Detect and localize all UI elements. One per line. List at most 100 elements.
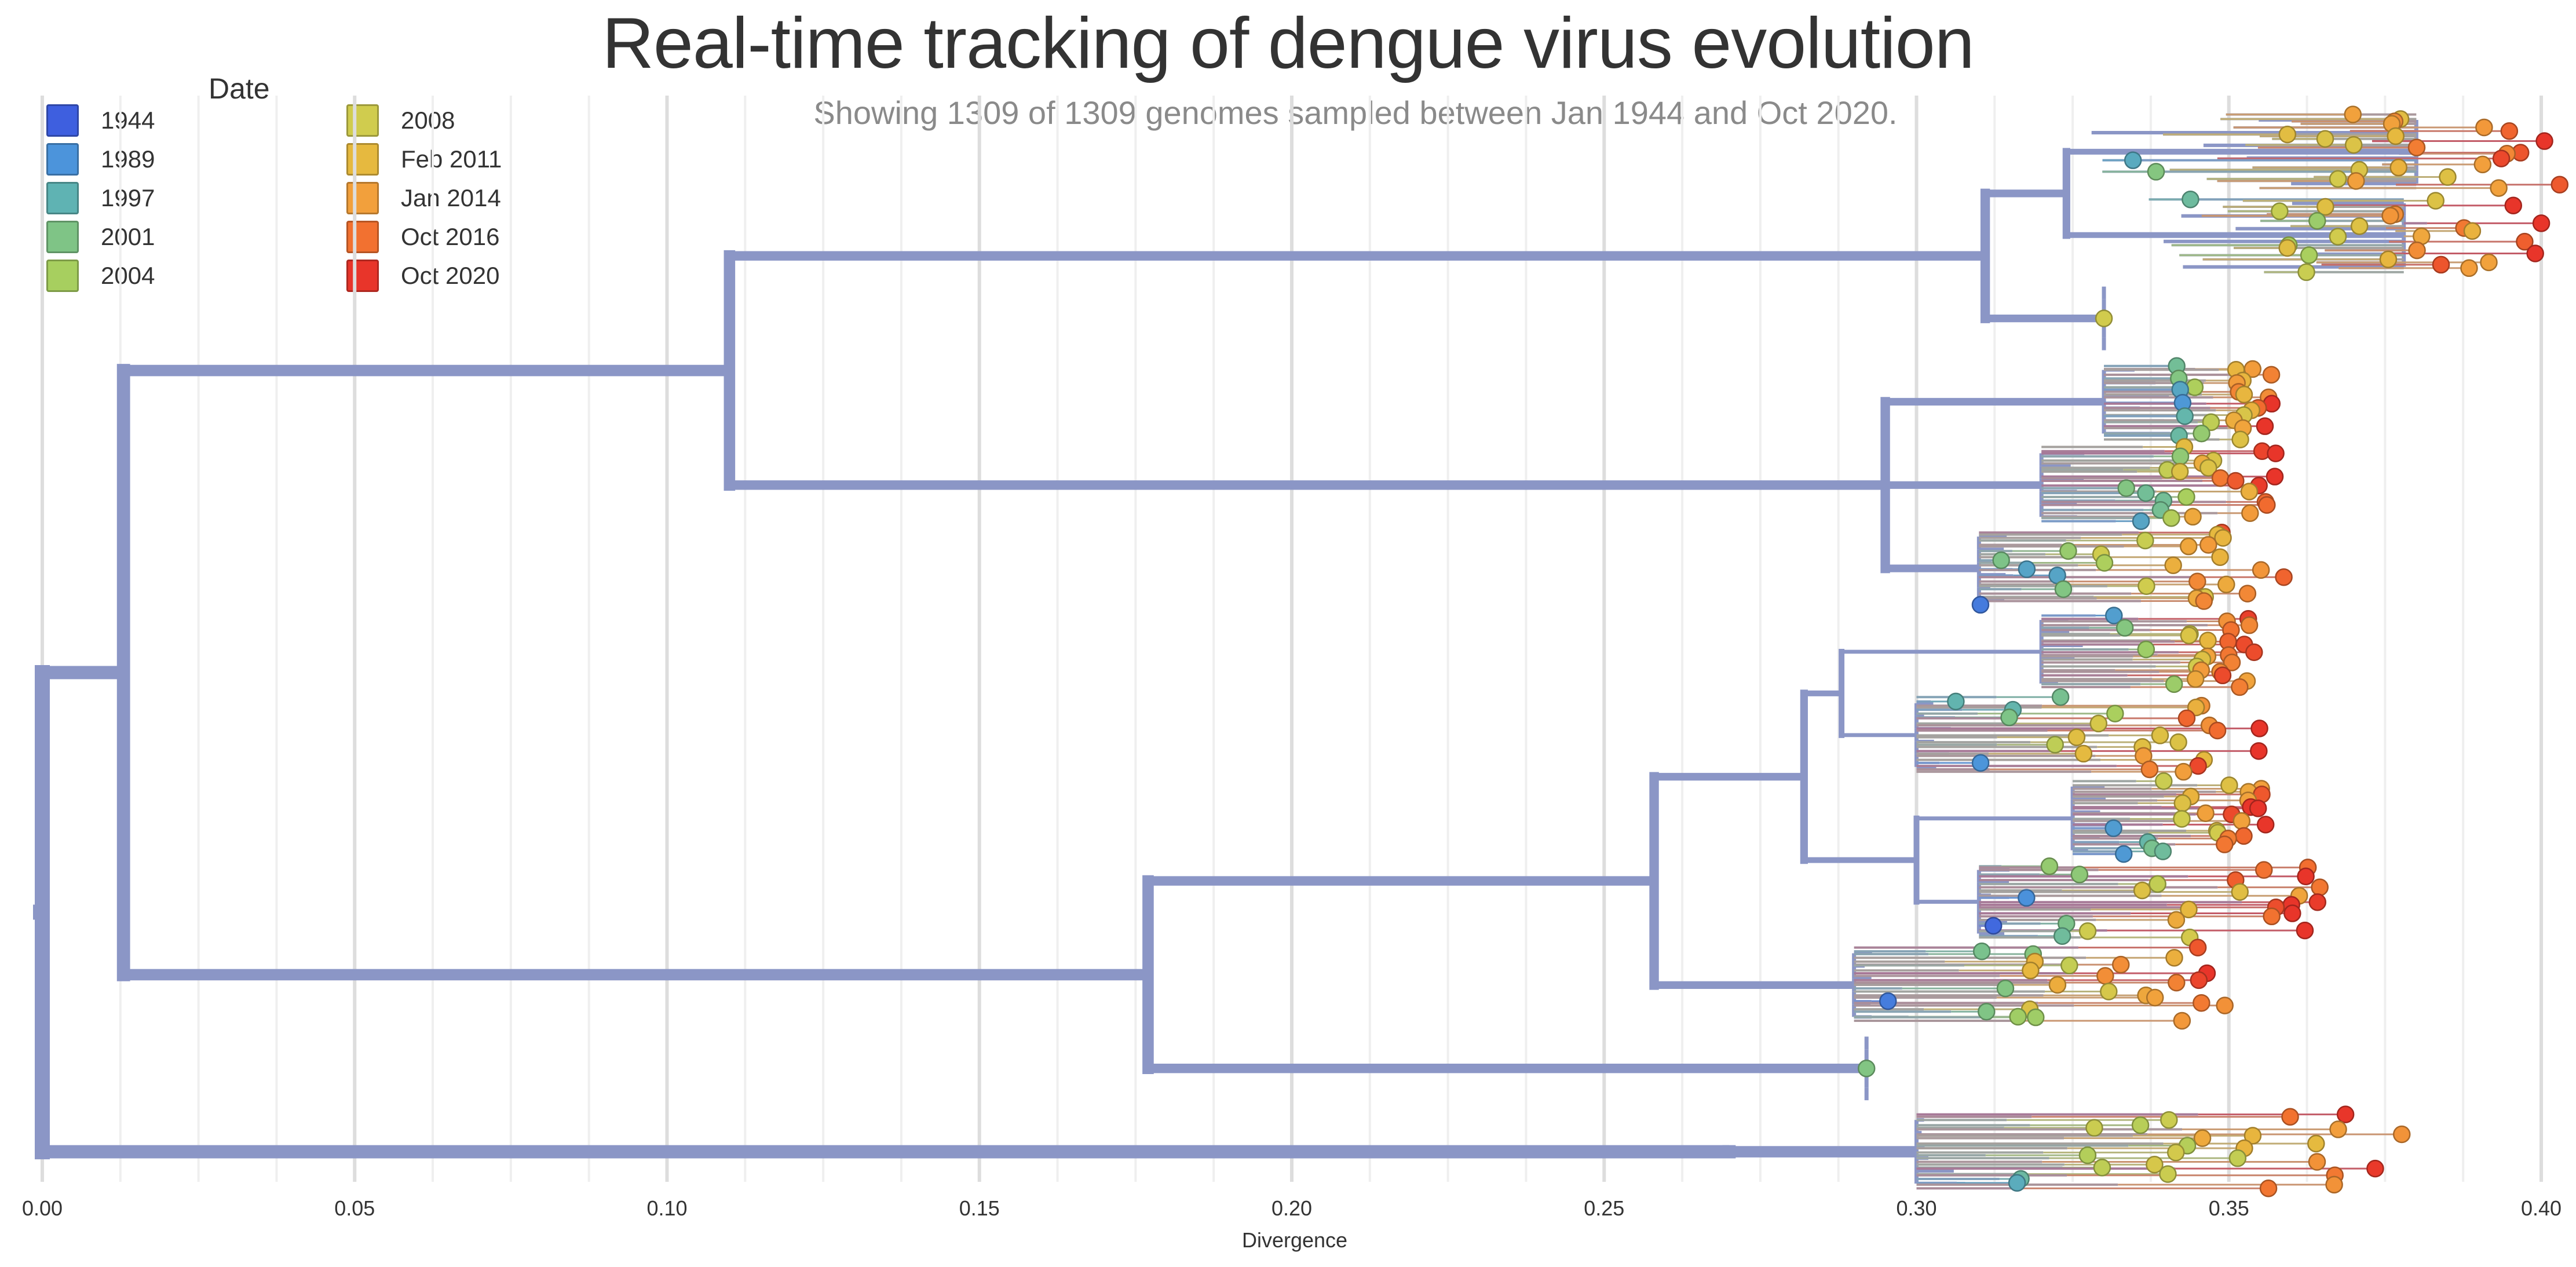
legend-swatch: [346, 260, 379, 292]
genome-tip: [2179, 537, 2198, 556]
genome-tip: [2171, 447, 2190, 465]
genome-tip: [2329, 170, 2347, 188]
genome-tip: [2535, 132, 2553, 150]
genome-tip: [2199, 459, 2217, 477]
genome-tip: [2249, 799, 2267, 817]
genome-tip: [2532, 214, 2551, 232]
legend-swatch: [46, 260, 79, 292]
genome-tip: [2137, 577, 2155, 595]
legend-swatch: [346, 182, 379, 214]
genome-tip: [2480, 253, 2498, 272]
genome-tip: [2220, 776, 2238, 794]
legend-swatch: [346, 143, 379, 176]
genome-tip: [2177, 488, 2195, 506]
genome-tip: [2022, 961, 2040, 980]
genome-tip: [2146, 1156, 2164, 1174]
genome-tip: [2256, 816, 2275, 834]
genome-tip: [2095, 309, 2113, 327]
date-legend: Date 1944 1989 1997 2001 2004 2008 Feb 2011 Jan…: [46, 68, 545, 312]
branch-layer: [33, 113, 2560, 1190]
genome-tip: [2199, 536, 2217, 554]
legend-swatch: [346, 104, 379, 137]
genome-tip: [2278, 125, 2297, 144]
genome-tip: [2389, 158, 2407, 177]
genome-tip: [2105, 607, 2123, 625]
genome-tip: [2275, 568, 2293, 586]
legend-label: 1944: [101, 107, 155, 134]
genome-tip: [2316, 198, 2334, 216]
genome-tip: [2231, 883, 2249, 901]
legend-label: 1989: [101, 145, 155, 173]
legend-swatch: [46, 104, 79, 137]
legend-swatch: [46, 182, 79, 214]
genome-tip: [2167, 911, 2186, 929]
genome-tip: [1978, 1003, 1996, 1021]
genome-tip: [2078, 1146, 2097, 1164]
genome-tip: [2059, 542, 2077, 560]
grid-layer: [41, 96, 2543, 1182]
genome-tip: [2296, 921, 2314, 940]
genome-tip: [2490, 179, 2508, 197]
x-axis-ticks: 0.00 0.05 0.10 0.15 0.20 0.25 0.30 0.35 0.40: [22, 1196, 2562, 1220]
genome-tip: [2278, 239, 2296, 257]
x-tick-label: 0.30: [1896, 1196, 1936, 1220]
genome-tip: [2381, 207, 2399, 225]
genome-tip: [2392, 1125, 2411, 1144]
genome-tip: [2231, 430, 2249, 448]
tip-layer: [1857, 105, 2569, 1197]
genome-tip: [2053, 927, 2071, 945]
genome-tip: [2193, 994, 2210, 1012]
genome-tip: [2211, 469, 2230, 487]
genome-tip: [2245, 643, 2263, 662]
legend-label: Jan 2014: [401, 184, 501, 211]
legend-swatch: [46, 221, 79, 253]
genome-tip: [2347, 172, 2365, 190]
genome-tip: [2329, 1120, 2347, 1138]
genome-tip: [2216, 996, 2234, 1014]
genome-tip: [2155, 772, 2173, 790]
genome-tip: [2408, 241, 2426, 260]
genome-tip: [2308, 893, 2326, 911]
genome-tip: [2460, 259, 2478, 278]
genome-tip: [2336, 1105, 2355, 1123]
genome-tip: [2387, 127, 2405, 145]
x-tick-label: 0.40: [2521, 1196, 2562, 1220]
genome-tip: [2095, 554, 2114, 572]
genome-tip: [2169, 733, 2187, 751]
legend-label: 1997: [101, 184, 155, 211]
genome-tip: [2329, 228, 2347, 246]
genome-tip: [2111, 955, 2130, 974]
genome-tip: [2258, 496, 2276, 514]
legend-swatch: [346, 221, 379, 253]
genome-tip: [2104, 819, 2122, 837]
genome-tip: [2283, 904, 2301, 922]
genome-tip: [2308, 1153, 2326, 1171]
genome-tip: [2227, 472, 2245, 490]
genome-tip: [2100, 983, 2118, 1001]
genome-tip: [1984, 917, 2003, 935]
genome-tip: [2379, 250, 2398, 268]
genome-tip: [2151, 726, 2169, 744]
genome-tip: [1857, 1059, 1876, 1078]
genome-tip: [2344, 105, 2362, 123]
genome-tip: [2240, 483, 2259, 501]
genome-tip: [2164, 556, 2182, 575]
genome-tip: [2117, 479, 2135, 497]
legend-label: 2004: [101, 262, 155, 289]
genome-tip: [2089, 714, 2107, 733]
genome-tip: [2096, 967, 2114, 985]
genome-tip: [2407, 138, 2426, 156]
x-axis-label: Divergence: [1241, 1228, 1348, 1252]
genome-tip: [2223, 653, 2241, 671]
genome-tip: [2188, 572, 2206, 590]
genome-tip: [2093, 1159, 2111, 1177]
genome-tip: [2051, 688, 2070, 706]
genome-tip: [2516, 232, 2534, 251]
page-title: Real-time tracking of dengue virus evolu…: [602, 3, 1974, 83]
genome-tip: [2167, 1144, 2185, 1162]
genome-tip: [2262, 366, 2281, 384]
genome-tip: [2147, 163, 2165, 181]
genome-tip: [2307, 1134, 2325, 1153]
genome-tip: [2202, 413, 2220, 431]
